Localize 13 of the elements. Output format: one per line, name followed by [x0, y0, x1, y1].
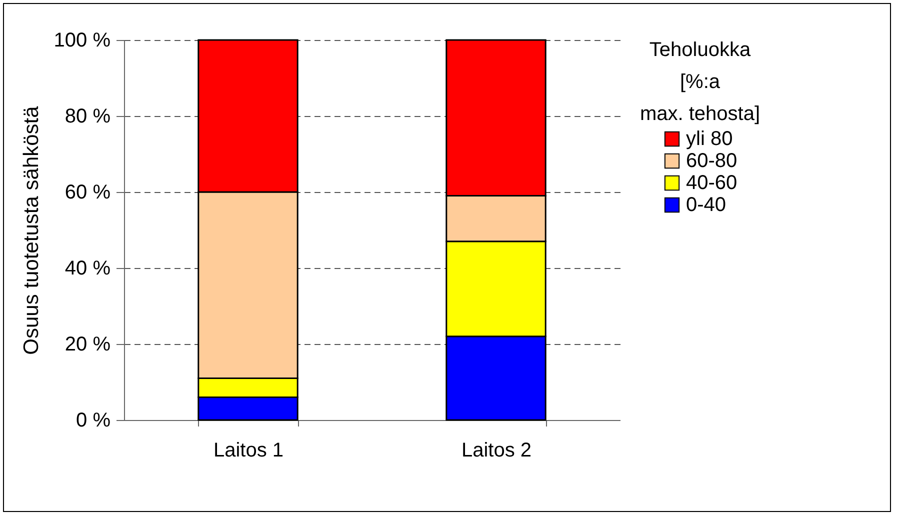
legend-label: 40-60 — [686, 172, 738, 194]
y-tick-label: 60 % — [64, 182, 111, 204]
y-tick-label: 20 % — [64, 334, 111, 356]
y-tick-label: 0 % — [76, 410, 111, 432]
legend-label: 60-80 — [686, 150, 738, 172]
legend-label: 0-40 — [686, 194, 726, 216]
y-tick-label: 40 % — [64, 258, 111, 280]
y-tick-label: 80 % — [64, 106, 111, 128]
legend-label: yli 80 — [686, 128, 733, 150]
x-tick-label: Laitos 1 — [213, 440, 284, 462]
y-axis-title: Osuus tuotetusta sähköstä — [20, 106, 43, 355]
y-tick-label: 100 % — [54, 30, 111, 52]
x-tick-label: Laitos 2 — [461, 440, 532, 462]
